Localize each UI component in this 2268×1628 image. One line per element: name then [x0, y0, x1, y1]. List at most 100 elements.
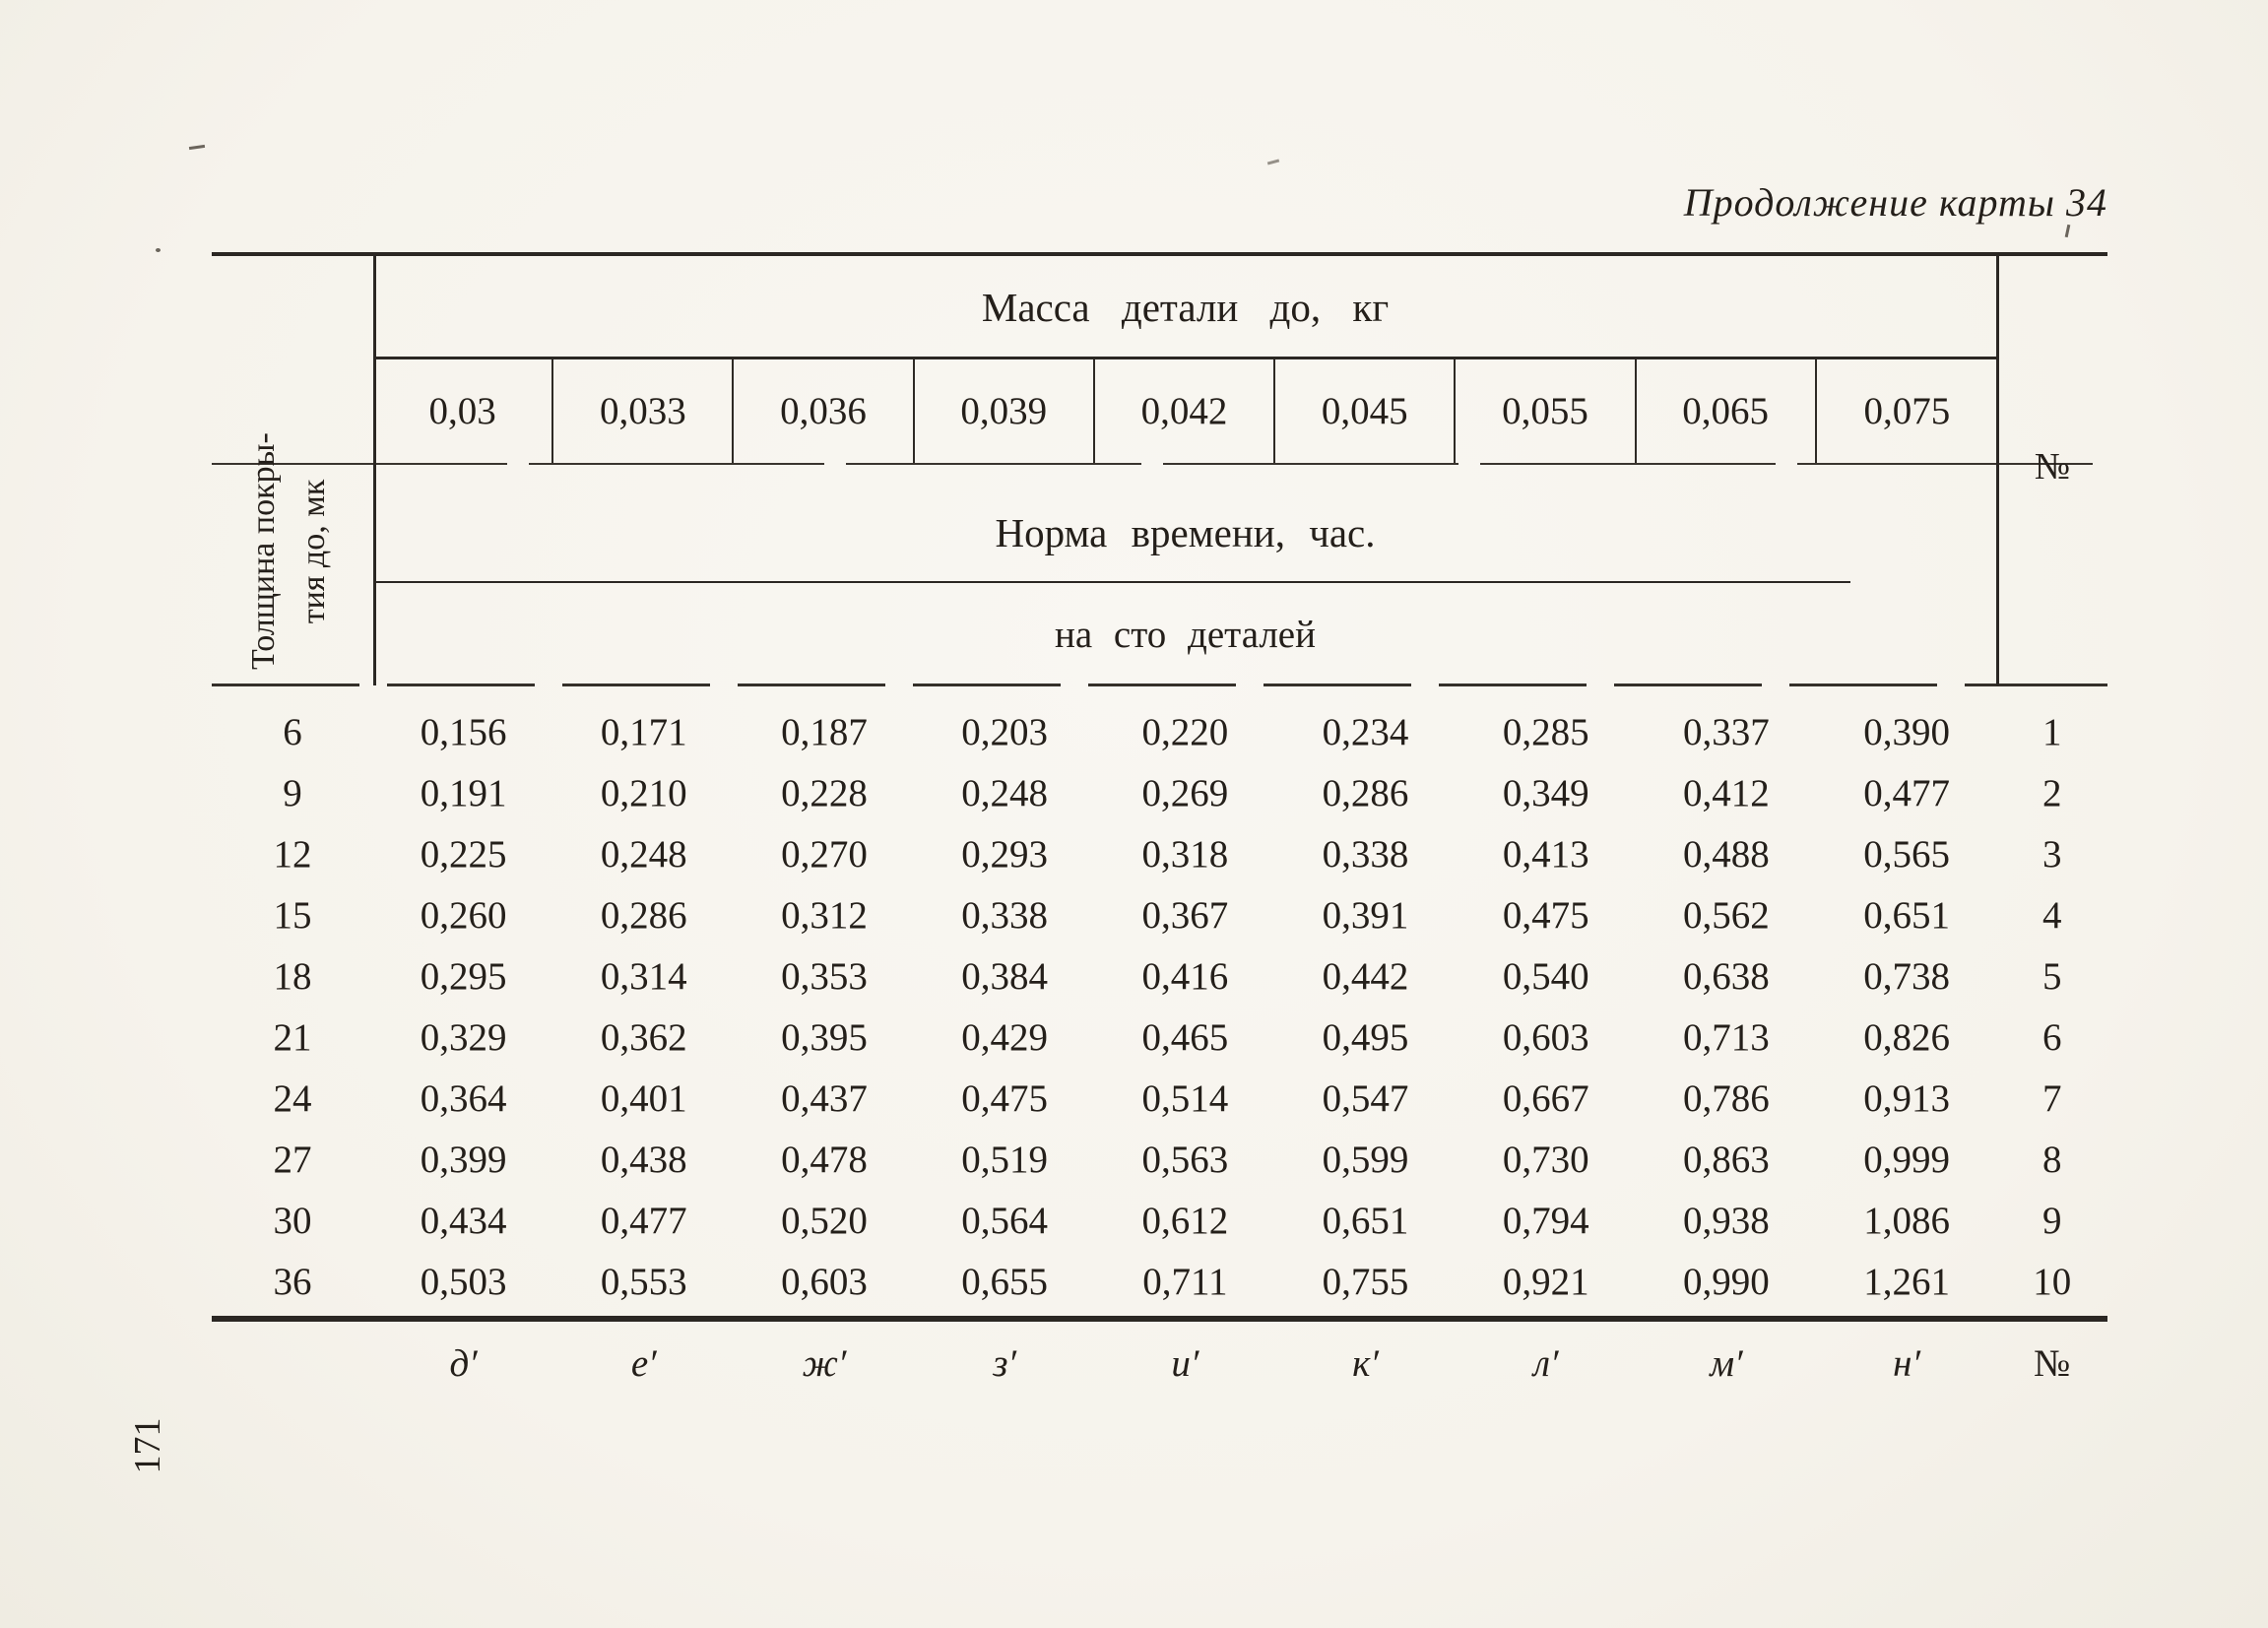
time-value: 0,228 — [781, 771, 868, 814]
mass-value: 0,042 — [1095, 359, 1276, 463]
time-value: 0,338 — [1322, 832, 1409, 876]
time-value: 0,364 — [420, 1076, 507, 1120]
mass-value: 0,039 — [915, 359, 1095, 463]
mass-value: 0,075 — [1863, 390, 1951, 432]
time-value: 0,438 — [600, 1138, 687, 1181]
time-value: 0,248 — [600, 832, 687, 876]
time-value: 0,285 — [1502, 710, 1589, 753]
time-value: 0,260 — [420, 893, 507, 937]
time-value: 0,711 — [1142, 1260, 1228, 1303]
time-value: 1,086 — [1863, 1199, 1950, 1242]
time-value: 0,477 — [600, 1199, 687, 1242]
thickness-value: 36 — [273, 1260, 312, 1303]
time-value: 0,563 — [1141, 1138, 1229, 1181]
table-top-rule — [212, 252, 2107, 256]
time-value: 0,514 — [1141, 1076, 1229, 1120]
time-value: 0,203 — [961, 710, 1049, 753]
footer-number-label: № — [2034, 1341, 2071, 1385]
per-hundred-header: на сто деталей — [1055, 614, 1316, 656]
time-value: 0,475 — [1502, 893, 1589, 937]
time-value: 0,384 — [961, 954, 1049, 998]
time-value: 0,655 — [961, 1260, 1049, 1303]
column-letter: н′ — [1893, 1341, 1921, 1385]
column-letter: ж′ — [802, 1341, 847, 1385]
time-value: 0,503 — [420, 1260, 507, 1303]
table-bottom-rule — [212, 1316, 2107, 1322]
mass-span-header: Масса детали до, кг — [981, 285, 1390, 330]
thickness-value: 15 — [273, 893, 312, 937]
time-value: 0,990 — [1683, 1260, 1770, 1303]
time-value: 0,478 — [781, 1138, 868, 1181]
time-value: 0,465 — [1141, 1015, 1229, 1059]
left-column-divider — [373, 252, 376, 685]
time-value: 0,938 — [1683, 1199, 1770, 1242]
thickness-value: 6 — [283, 710, 302, 753]
time-value: 0,399 — [420, 1138, 507, 1181]
mass-value: 0,03 — [373, 359, 554, 463]
column-letter: к′ — [1352, 1341, 1379, 1385]
time-value: 0,416 — [1141, 954, 1229, 998]
time-value: 0,540 — [1502, 954, 1589, 998]
time-value: 0,367 — [1141, 893, 1229, 937]
thickness-column-header: Толщина покры- тия до, мк — [238, 432, 341, 670]
time-value: 0,225 — [420, 832, 507, 876]
scan-artifact — [188, 144, 206, 151]
row-number: 10 — [2033, 1260, 2072, 1303]
time-value: 0,651 — [1322, 1199, 1409, 1242]
time-value: 0,314 — [600, 954, 687, 998]
time-value: 0,738 — [1863, 954, 1950, 998]
mass-value: 0,055 — [1456, 359, 1637, 463]
mass-value: 0,036 — [734, 359, 915, 463]
time-value: 0,156 — [420, 710, 507, 753]
scan-artifact — [2064, 224, 2071, 238]
column-letter: м′ — [1710, 1341, 1743, 1385]
column-letter: и′ — [1171, 1341, 1199, 1385]
footer-letters-row: д′ е′ ж′ з′ и′ к′ л′ м′ н′ № — [212, 1332, 2107, 1395]
time-value: 0,437 — [781, 1076, 868, 1120]
time-value: 0,353 — [781, 954, 868, 998]
time-value: 0,434 — [420, 1199, 507, 1242]
time-value: 0,286 — [600, 893, 687, 937]
column-letter: л′ — [1532, 1341, 1559, 1385]
time-value: 0,220 — [1141, 710, 1229, 753]
time-value: 0,612 — [1141, 1199, 1229, 1242]
time-value: 0,391 — [1322, 893, 1409, 937]
time-value: 0,210 — [600, 771, 687, 814]
time-value: 0,442 — [1322, 954, 1409, 998]
time-value: 0,495 — [1322, 1015, 1409, 1059]
time-value: 0,390 — [1863, 710, 1950, 753]
row-number: 8 — [2041, 1138, 2062, 1181]
time-value: 0,638 — [1683, 954, 1770, 998]
time-value: 0,362 — [600, 1015, 687, 1059]
mass-value: 0,065 — [1637, 359, 1817, 463]
mass-header-underline — [373, 357, 1997, 359]
time-value: 0,234 — [1322, 710, 1409, 753]
time-value: 0,412 — [1683, 771, 1770, 814]
thickness-value: 27 — [273, 1138, 312, 1181]
time-value: 0,863 — [1683, 1138, 1770, 1181]
row-number: 4 — [2041, 893, 2062, 937]
time-value: 0,755 — [1322, 1260, 1409, 1303]
right-column-divider — [1996, 252, 1999, 685]
row-number: 7 — [2041, 1076, 2062, 1120]
time-value: 0,293 — [961, 832, 1049, 876]
time-value: 0,475 — [961, 1076, 1049, 1120]
column-letter: з′ — [993, 1341, 1017, 1385]
mass-value: 0,033 — [553, 359, 735, 463]
time-value: 0,318 — [1141, 832, 1229, 876]
thickness-value: 24 — [273, 1076, 312, 1120]
time-value: 0,488 — [1683, 832, 1770, 876]
thickness-value: 18 — [273, 954, 312, 998]
time-value: 0,520 — [781, 1199, 868, 1242]
page-caption: Продолжение карты 34 — [1683, 180, 2107, 225]
time-value: 0,295 — [420, 954, 507, 998]
time-value: 0,269 — [1141, 771, 1229, 814]
time-value: 0,187 — [781, 710, 868, 753]
mass-values-row: 0,03 0,033 0,036 0,039 0,042 0,045 0,055… — [373, 359, 1997, 463]
column-letter: е′ — [630, 1341, 657, 1385]
thickness-value: 21 — [273, 1015, 312, 1059]
time-value: 0,603 — [1502, 1015, 1589, 1059]
time-value: 0,651 — [1863, 893, 1950, 937]
time-value: 0,337 — [1683, 710, 1770, 753]
time-value: 0,477 — [1863, 771, 1950, 814]
